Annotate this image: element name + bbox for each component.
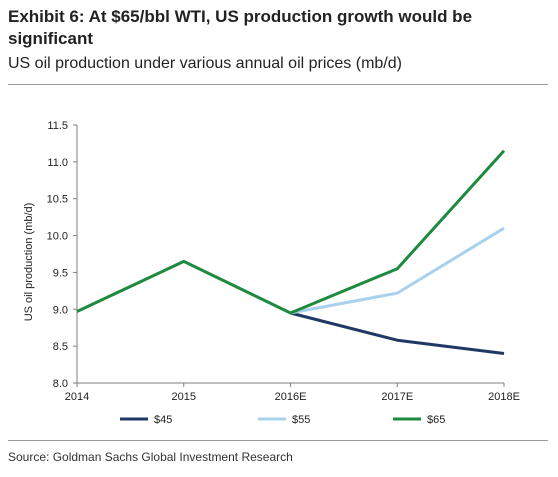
y-tick-label: 10.5 [47, 194, 68, 206]
legend-label: $45 [154, 414, 172, 426]
y-axis-label: US oil production (mb/d) [23, 203, 35, 322]
x-tick-label: 2015 [172, 391, 196, 403]
y-tick-label: 11.0 [47, 157, 68, 169]
y-tick-label: 8.5 [53, 341, 68, 353]
chart-axes: 8.0 8.5 9.0 9.5 10.0 10.5 11.0 11.5 2014 2015 2016… [47, 120, 520, 403]
series-line-2 [76, 149, 506, 315]
y-tick-label: 10.0 [47, 231, 68, 243]
chart-title: Exhibit 6: At $65/bbl WTI, US production… [8, 7, 473, 48]
top-divider [8, 84, 548, 85]
chart-lines [76, 149, 506, 355]
bottom-divider [8, 440, 548, 441]
x-tick-label: 2018E [488, 391, 520, 403]
y-tick-label: 9.0 [53, 304, 68, 316]
legend-label: $55 [292, 414, 310, 426]
x-tick-label: 2017E [381, 391, 413, 403]
source-note: Source: Goldman Sachs Global Investment … [8, 450, 293, 464]
series-line-1 [290, 226, 505, 315]
chart-legend: $45 $55 $65 [120, 414, 445, 426]
chart-subtitle: US oil production under various annual o… [8, 55, 402, 72]
y-tick-label: 9.5 [53, 267, 68, 279]
x-tick-label: 2014 [65, 391, 89, 403]
y-tick-label: 11.5 [47, 120, 68, 132]
series-line-0 [290, 311, 505, 355]
legend-label: $65 [427, 414, 445, 426]
x-tick-label: 2016E [275, 391, 307, 403]
y-tick-label: 8.0 [53, 378, 68, 390]
